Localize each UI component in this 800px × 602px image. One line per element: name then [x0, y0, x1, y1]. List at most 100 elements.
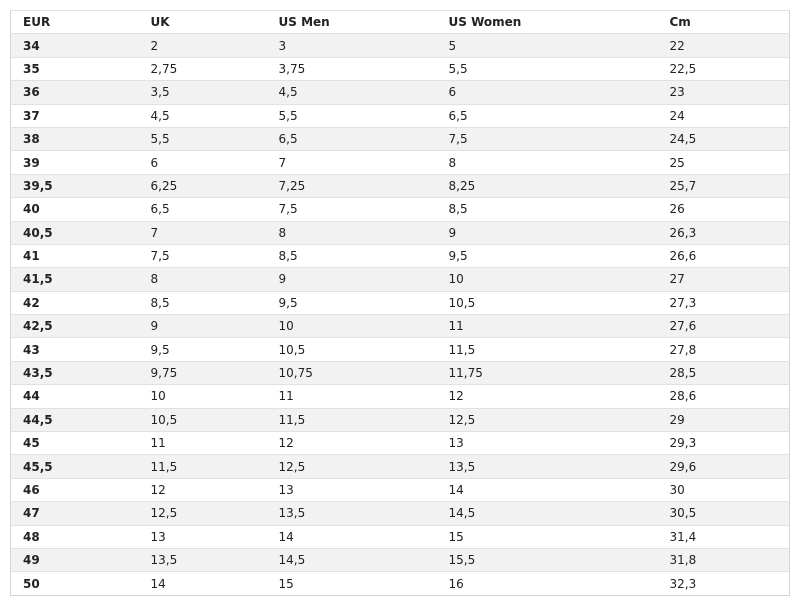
table-cell: 14	[138, 571, 267, 596]
table-cell: 29,3	[657, 431, 790, 455]
table-cell: 2,75	[138, 56, 267, 81]
table-cell: 40	[10, 197, 139, 222]
table-row: 39,5 6,25 7,25 8,25 25,7	[10, 173, 790, 198]
table-cell: 37	[10, 103, 139, 128]
table-cell: 28,6	[657, 384, 790, 409]
table-row: 45 11 12 13 29,3	[10, 431, 790, 455]
table-cell: 2	[138, 33, 267, 58]
table-cell: 11,5	[436, 337, 658, 362]
header-cell: UK	[138, 9, 267, 34]
table-cell: 13,5	[138, 547, 267, 572]
table-cell: 15	[436, 524, 658, 549]
table-cell: 12	[266, 431, 437, 455]
table-cell: 27,6	[657, 314, 790, 338]
header-cell: EUR	[10, 9, 139, 34]
table-cell: 9	[266, 267, 437, 292]
table-cell: 9	[138, 314, 267, 338]
table-row: 44,5 10,5 11,5 12,5 29	[10, 407, 790, 432]
table-cell: 38	[10, 126, 139, 151]
table-cell: 9,75	[138, 360, 267, 385]
table-cell: 11	[436, 314, 658, 338]
table-cell: 3,5	[138, 80, 267, 105]
table-cell: 35	[10, 56, 139, 81]
table-cell: 10	[266, 314, 437, 338]
table-cell: 43	[10, 337, 139, 362]
table-row: 48 13 14 15 31,4	[10, 524, 790, 549]
table-cell: 8,5	[266, 243, 437, 268]
table-cell: 6	[436, 80, 658, 105]
table-cell: 16	[436, 571, 658, 596]
table-cell: 26	[657, 197, 790, 222]
table-cell: 7,5	[138, 243, 267, 268]
table-cell: 6,5	[138, 197, 267, 222]
table-cell: 31,8	[657, 547, 790, 572]
table-cell: 24	[657, 103, 790, 128]
table-row: 50 14 15 16 32,3	[10, 571, 790, 596]
table-cell: 6,5	[436, 103, 658, 128]
table-row: 49 13,5 14,5 15,5 31,8	[10, 547, 790, 572]
table-row: 43,5 9,75 10,75 11,75 28,5	[10, 360, 790, 385]
table-cell: 40,5	[10, 220, 139, 245]
table-cell: 13,5	[436, 454, 658, 479]
table-cell: 42	[10, 290, 139, 315]
table-cell: 43,5	[10, 360, 139, 385]
table-cell: 41,5	[10, 267, 139, 292]
table-cell: 5,5	[436, 56, 658, 81]
table-cell: 7,5	[436, 126, 658, 151]
table-cell: 31,4	[657, 524, 790, 549]
table-cell: 12,5	[266, 454, 437, 479]
table-cell: 39,5	[10, 173, 139, 198]
table-cell: 12,5	[436, 407, 658, 432]
table-cell: 8,5	[138, 290, 267, 315]
table-cell: 12	[436, 384, 658, 409]
table-cell: 4,5	[138, 103, 267, 128]
table-cell: 14,5	[266, 547, 437, 572]
table-cell: 3,75	[266, 56, 437, 81]
table-row: 39 6 7 8 25	[10, 150, 790, 175]
table-row: 45,5 11,5 12,5 13,5 29,6	[10, 454, 790, 479]
table-cell: 25	[657, 150, 790, 175]
table-cell: 6,25	[138, 173, 267, 198]
table-cell: 10	[138, 384, 267, 409]
table-cell: 5,5	[138, 126, 267, 151]
table-cell: 30	[657, 477, 790, 502]
table-cell: 44,5	[10, 407, 139, 432]
table-cell: 7,25	[266, 173, 437, 198]
table-cell: 22	[657, 33, 790, 58]
table-cell: 13	[138, 524, 267, 549]
table-cell: 12,5	[138, 501, 267, 526]
table-cell: 28,5	[657, 360, 790, 385]
table-cell: 32,3	[657, 571, 790, 596]
table-row: 36 3,5 4,5 6 23	[10, 80, 790, 105]
table-cell: 15,5	[436, 547, 658, 572]
size-table: EUR UK US Men US Women Cm 34 2 3 5 22 35 2,75 3,75 5…	[10, 9, 790, 596]
table-cell: 45,5	[10, 454, 139, 479]
table-cell: 7,5	[266, 197, 437, 222]
table-row: 35 2,75 3,75 5,5 22,5	[10, 56, 790, 81]
table-cell: 27,8	[657, 337, 790, 362]
table-cell: 11	[266, 384, 437, 409]
table-cell: 46	[10, 477, 139, 502]
header-row: EUR UK US Men US Women Cm	[10, 9, 790, 34]
table-cell: 6,5	[266, 126, 437, 151]
table-cell: 14,5	[436, 501, 658, 526]
header-cell: Cm	[657, 9, 790, 34]
table-cell: 10,75	[266, 360, 437, 385]
table-row: 43 9,5 10,5 11,5 27,8	[10, 337, 790, 362]
table-cell: 8,5	[436, 197, 658, 222]
table-cell: 23	[657, 80, 790, 105]
table-cell: 12	[138, 477, 267, 502]
table-row: 41 7,5 8,5 9,5 26,6	[10, 243, 790, 268]
table-cell: 42,5	[10, 314, 139, 338]
table-cell: 25,7	[657, 173, 790, 198]
table-row: 34 2 3 5 22	[10, 33, 790, 58]
table-row: 37 4,5 5,5 6,5 24	[10, 103, 790, 128]
table-cell: 15	[266, 571, 437, 596]
table-cell: 8	[266, 220, 437, 245]
table-cell: 36	[10, 80, 139, 105]
table-cell: 27,3	[657, 290, 790, 315]
table-cell: 34	[10, 33, 139, 58]
table-cell: 4,5	[266, 80, 437, 105]
table-cell: 13,5	[266, 501, 437, 526]
table-row: 42,5 9 10 11 27,6	[10, 314, 790, 338]
